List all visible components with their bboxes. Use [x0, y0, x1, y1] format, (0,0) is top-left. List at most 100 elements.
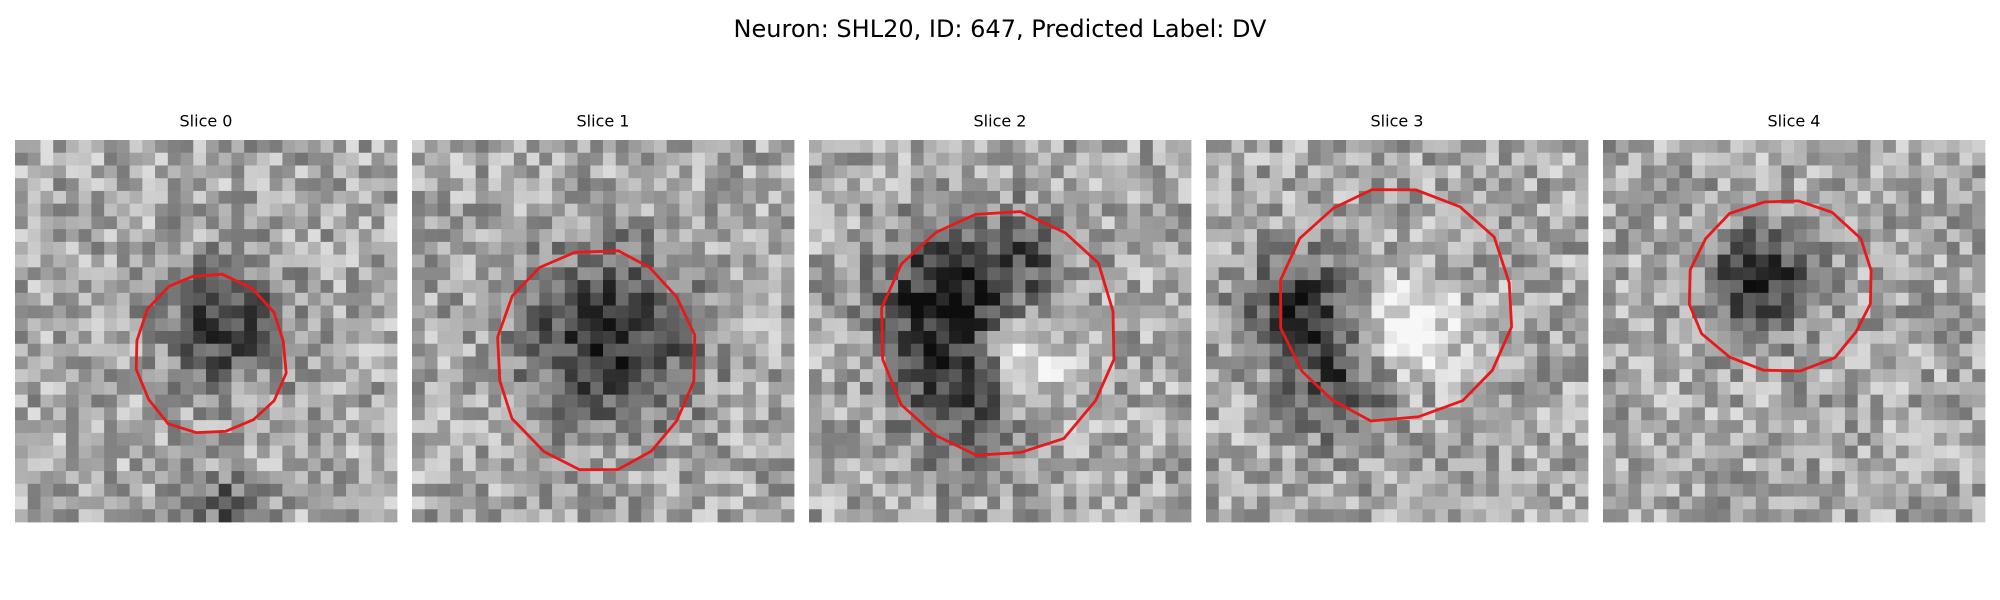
pixel — [1320, 381, 1334, 396]
pixel — [27, 229, 41, 243]
pixel — [679, 254, 693, 268]
pixel — [1231, 509, 1245, 523]
pixel — [526, 280, 540, 294]
pixel — [936, 254, 950, 268]
pixel — [821, 318, 835, 332]
pixel — [488, 152, 502, 166]
pixel — [1371, 190, 1385, 205]
pixel — [1114, 140, 1128, 154]
pixel — [821, 445, 835, 459]
pixel — [704, 140, 718, 154]
pixel — [666, 140, 680, 154]
pixel — [206, 394, 220, 408]
pixel — [1012, 305, 1026, 319]
pixel — [269, 483, 283, 497]
pixel — [809, 280, 823, 294]
pixel — [1806, 471, 1820, 485]
pixel — [206, 165, 220, 179]
pixel — [65, 165, 80, 179]
pixel — [949, 178, 963, 192]
roi-contour — [880, 210, 1116, 457]
pixel — [552, 509, 566, 523]
pixel — [1076, 369, 1090, 383]
pixel — [603, 356, 617, 370]
pixel — [730, 216, 744, 230]
pixel — [1244, 254, 1258, 268]
pixel — [809, 267, 823, 281]
pixel — [1165, 305, 1179, 319]
pixel — [552, 140, 566, 154]
pixel — [717, 267, 731, 281]
pixel — [256, 483, 271, 497]
pixel — [885, 152, 899, 166]
pixel — [1025, 432, 1039, 446]
pixel — [821, 509, 835, 523]
pixel — [501, 356, 515, 370]
pixel — [167, 509, 181, 523]
pixel — [1895, 152, 1909, 166]
pixel — [1295, 292, 1309, 306]
pixel — [1908, 331, 1922, 345]
pixel — [1114, 178, 1128, 192]
pixel — [424, 483, 438, 497]
pixel — [1409, 140, 1423, 154]
pixel — [847, 267, 861, 281]
pixel — [1178, 432, 1192, 446]
pixel — [1256, 369, 1271, 383]
pixel — [1794, 267, 1808, 281]
pixel — [1794, 203, 1808, 217]
pixel — [781, 407, 795, 421]
pixel — [53, 280, 67, 294]
pixel — [821, 267, 835, 281]
pixel — [1524, 292, 1538, 306]
pixel — [1409, 445, 1423, 459]
pixel — [104, 420, 118, 434]
pixel — [65, 318, 80, 332]
pixel — [653, 394, 668, 408]
pixel — [1012, 318, 1026, 332]
pixel — [1895, 267, 1909, 281]
pixel — [1206, 407, 1220, 421]
pixel — [1140, 331, 1154, 345]
pixel — [526, 381, 540, 396]
pixel — [513, 331, 527, 345]
pixel — [564, 331, 578, 345]
pixel — [78, 381, 92, 396]
pixel — [1806, 445, 1820, 459]
pixel — [104, 432, 118, 446]
pixel — [116, 280, 130, 294]
pixel — [320, 407, 334, 421]
pixel — [859, 369, 874, 383]
pixel — [78, 203, 92, 217]
pixel — [1076, 140, 1090, 154]
pixel — [1269, 178, 1283, 192]
pixel — [27, 140, 41, 154]
pixel — [1460, 241, 1474, 255]
pixel — [885, 203, 899, 217]
pixel — [974, 445, 988, 459]
pixel — [577, 178, 591, 192]
pixel — [1575, 254, 1589, 268]
pixel — [1384, 445, 1398, 459]
pixel — [1231, 445, 1245, 459]
pixel — [1972, 318, 1986, 332]
pixel — [755, 318, 769, 332]
pixel — [1165, 407, 1179, 421]
pixel — [1320, 152, 1334, 166]
pixel — [450, 190, 464, 205]
pixel — [1972, 140, 1986, 154]
pixel — [450, 254, 464, 268]
pixel — [53, 267, 67, 281]
pixel — [1717, 140, 1731, 154]
pixel — [91, 152, 105, 166]
pixel — [717, 331, 731, 345]
pixel — [1857, 407, 1871, 421]
pixel — [577, 190, 591, 205]
pixel — [1282, 458, 1296, 472]
pixel — [450, 394, 464, 408]
pixel — [1371, 178, 1385, 192]
pixel — [1435, 178, 1449, 192]
pixel — [231, 458, 245, 472]
pixel — [65, 369, 80, 383]
pixel — [1857, 292, 1871, 306]
